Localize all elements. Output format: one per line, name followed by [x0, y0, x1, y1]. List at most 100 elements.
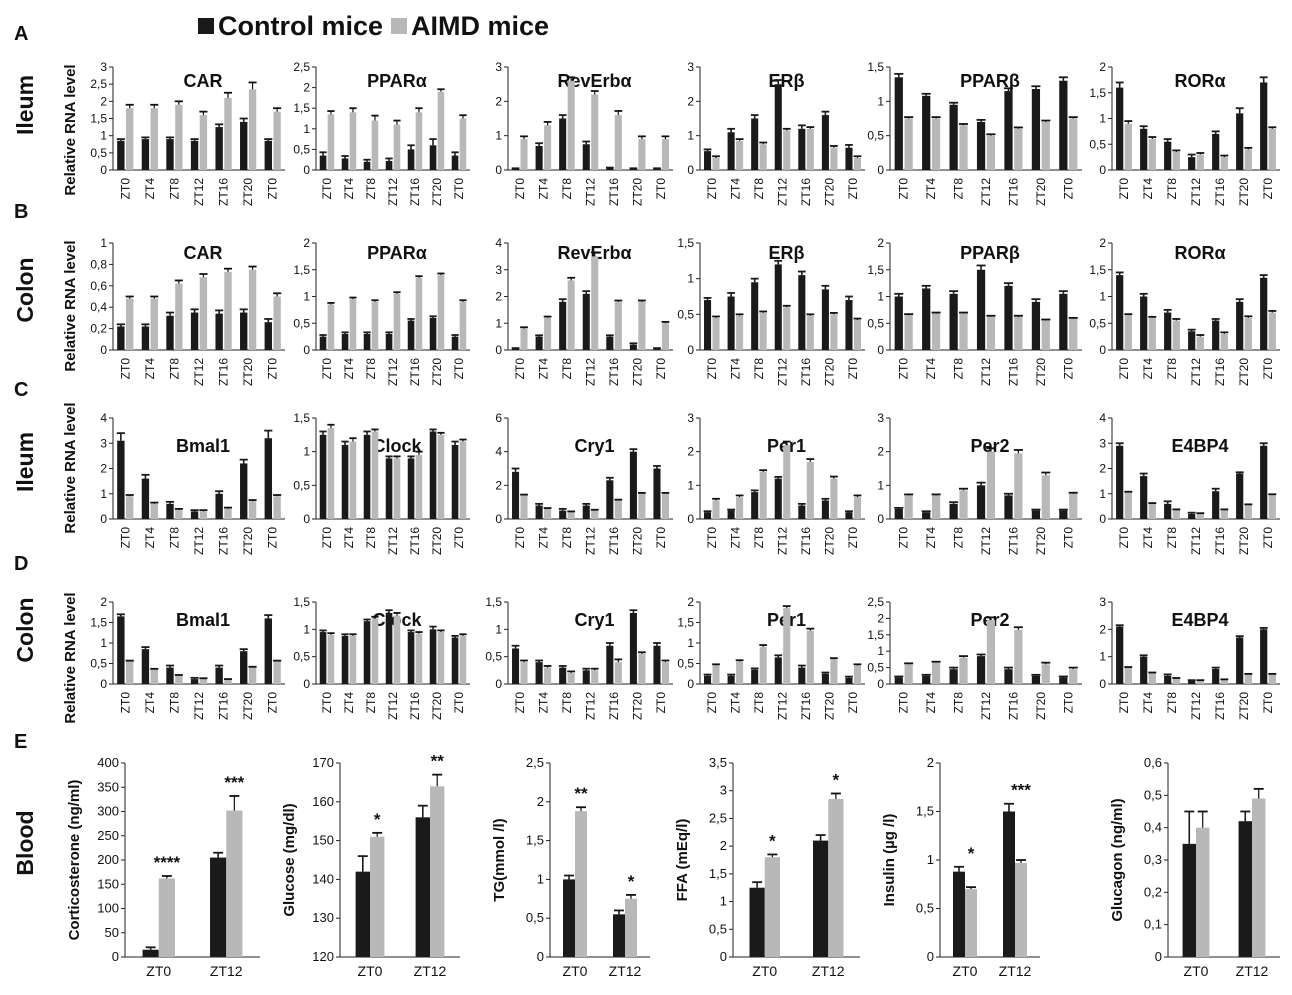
chart-22-bar-control [1059, 677, 1068, 684]
chart-0-ytick-label: 2,5 [90, 77, 107, 91]
chart-6-bar-control [141, 326, 150, 350]
chart-7-ytick-label: 0,5 [293, 316, 310, 330]
chart-6-ytick-label: 0,4 [90, 300, 107, 314]
chart-5-bar-control [1212, 133, 1220, 170]
chart-14-xtick-label: ZT12 [584, 527, 598, 555]
chart-17-xtick-label: ZT0 [1261, 527, 1275, 549]
chart-15-bar-control [798, 505, 806, 519]
chart-16-xtick-label: ZT4 [924, 527, 938, 549]
chart-14-bar-control [512, 471, 520, 519]
chart-13-bar-aimd [437, 434, 445, 519]
chart-10-xtick-label: ZT12 [979, 358, 993, 386]
chart-29-bar-aimd [1252, 798, 1266, 957]
chart-11-xtick-label: ZT12 [1189, 358, 1203, 386]
chart-23-xtick-label: ZT16 [1213, 692, 1227, 720]
chart-10-bar-aimd [931, 313, 941, 350]
tissue-label-colon: Colon [12, 257, 38, 322]
chart-14-bar-aimd [591, 510, 599, 519]
chart-5-title: RORα [1174, 71, 1225, 91]
chart-6-bar-control [190, 312, 199, 350]
chart-15-bar-control [727, 510, 735, 519]
chart-15-bar-control [845, 512, 853, 519]
chart-17-bar-control [1212, 491, 1220, 519]
chart-15-bar-aimd [759, 471, 767, 519]
chart-17-ytick-label: 3 [1099, 436, 1106, 450]
legend-label-aimd: AIMD mice [411, 10, 550, 41]
chart-12-bar-control [190, 511, 199, 519]
chart-6-bar-aimd [224, 271, 232, 350]
chart-16-ytick-label: 0 [877, 512, 884, 526]
chart-13-xtick-label: ZT8 [364, 527, 378, 549]
chart-10-bar-aimd [904, 315, 913, 350]
chart-17-bar-control [1188, 513, 1196, 519]
chart-21-bar-control [821, 673, 829, 684]
chart-3-bar-control [751, 118, 759, 170]
chart-23-bar-control [1212, 668, 1220, 684]
chart-24-bar-aimd [158, 878, 175, 957]
chart-25-ylabel: Glucose (mg/dl) [281, 803, 298, 916]
chart-0-bar-aimd [224, 97, 232, 170]
chart-16-bar-control [894, 508, 903, 519]
chart-6-bar-aimd [248, 269, 257, 350]
chart-27-ytick-label: 0,5 [709, 921, 727, 936]
chart-24-bar-control [210, 857, 227, 957]
chart-12-ytick-label: 2 [100, 462, 107, 476]
chart-8-xtick-label: ZT0 [513, 358, 527, 380]
chart-9-xtick-label: ZT12 [776, 358, 790, 386]
chart-0-ytick-label: 0 [100, 163, 107, 177]
chart-28-ylabel: Insulin (µg /l) [881, 814, 898, 907]
chart-8-bar-aimd [591, 256, 599, 350]
chart-14-bar-control [559, 510, 567, 519]
chart-1-ytick-label: 0,5 [293, 142, 310, 156]
chart-29-ytick-label: 0,5 [1144, 787, 1162, 802]
chart-9-bar-aimd [712, 317, 720, 350]
chart-11-bar-control [1164, 312, 1172, 350]
chart-20-xtick-label: ZT4 [536, 692, 550, 714]
chart-11-ytick-label: 2 [1099, 236, 1106, 250]
chart-25-ytick-label: 160 [312, 794, 334, 809]
chart-16-xtick-label: ZT8 [952, 527, 966, 549]
chart-1-xtick-label: ZT16 [408, 178, 422, 206]
chart-11-bar-control [1116, 275, 1124, 350]
chart-21-bar-control [774, 657, 782, 684]
chart-13-xtick-label: ZT4 [342, 527, 356, 549]
chart-7-ytick-label: 0 [303, 343, 310, 357]
chart-5-xtick-label: ZT0 [1261, 178, 1275, 200]
chart-19-bar-aimd [415, 633, 423, 684]
chart-0-xtick-label: ZT16 [217, 178, 231, 206]
chart-23-bar-control [1164, 675, 1172, 684]
chart-28-bar-control [953, 871, 965, 957]
chart-14-ytick-label: 0 [495, 512, 502, 526]
chart-18-bar-aimd [224, 679, 232, 684]
chart-21-bar-aimd [712, 665, 720, 684]
chart-10-bar-control [1004, 285, 1013, 350]
chart-10-bar-control [1031, 301, 1041, 350]
chart-8-xtick-label: ZT8 [560, 358, 574, 380]
chart-9-bar-control [704, 300, 712, 350]
chart-9-bar-aimd [736, 315, 744, 350]
chart-23-bar-aimd [1148, 673, 1156, 684]
chart-6-xtick-label: ZT4 [143, 358, 157, 380]
chart-9-bar-control [798, 275, 806, 350]
chart-26-significance-label: * [628, 872, 635, 891]
chart-20-bar-control [582, 670, 590, 684]
chart-17-bar-aimd [1268, 495, 1276, 519]
chart-20-bar-aimd [544, 667, 552, 684]
chart-2-bar-control [559, 118, 567, 170]
chart-8-ytick-label: 1 [495, 316, 502, 330]
chart-13-bar-aimd [371, 431, 379, 519]
chart-22-bar-control [949, 669, 958, 684]
chart-6-xtick-label: ZT8 [167, 358, 181, 380]
chart-6-xtick-label: ZT12 [192, 358, 206, 386]
chart-5-bar-control [1236, 113, 1244, 170]
chart-22-ytick-label: 0 [877, 677, 884, 691]
chart-18-ytick-label: 2 [100, 595, 107, 609]
chart-18-ytick-label: 1,5 [90, 616, 107, 630]
chart-22-xtick-label: ZT0 [897, 692, 911, 714]
chart-19-bar-control [451, 637, 459, 684]
chart-0-ytick-label: 1 [100, 129, 107, 143]
chart-14-xtick-label: ZT8 [560, 527, 574, 549]
chart-17-bar-control [1116, 445, 1124, 519]
chart-23-xtick-label: ZT12 [1189, 692, 1203, 720]
panel-letter-A: A [14, 23, 28, 45]
